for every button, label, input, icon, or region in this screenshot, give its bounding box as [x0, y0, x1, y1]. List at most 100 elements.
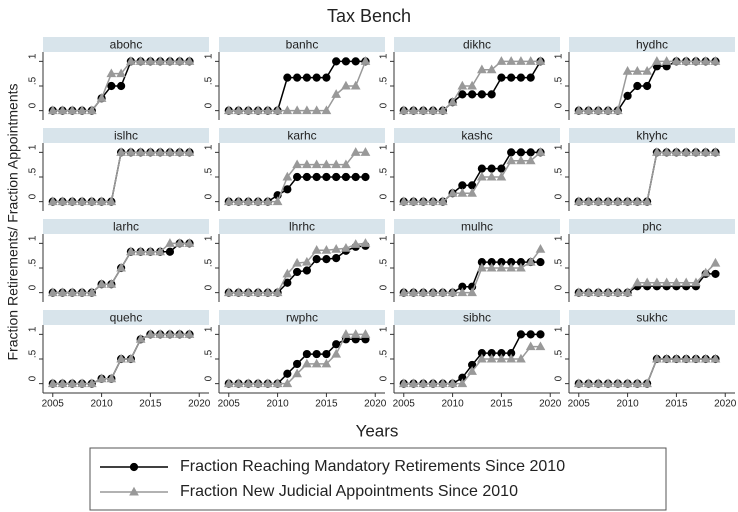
marker: [477, 171, 487, 181]
x-tick-label: 2010: [90, 399, 113, 410]
y-tick-label: .5: [379, 349, 390, 358]
marker: [418, 105, 429, 115]
marker: [525, 341, 536, 351]
marker: [165, 147, 175, 156]
marker: [184, 56, 195, 65]
marker: [506, 155, 517, 165]
marker: [525, 256, 536, 266]
panel-strip: [394, 37, 560, 52]
marker: [583, 378, 594, 388]
marker: [223, 378, 234, 388]
marker: [302, 349, 311, 359]
marker: [350, 147, 361, 156]
marker: [612, 105, 623, 115]
y-tick-label: 1: [379, 235, 390, 241]
marker: [652, 56, 662, 65]
marker: [331, 89, 342, 98]
marker: [457, 287, 468, 297]
marker: [341, 159, 351, 169]
marker: [145, 246, 156, 256]
y-tick-label: 1: [379, 144, 390, 150]
y-tick-label: .5: [379, 167, 390, 176]
marker: [302, 159, 312, 169]
y-tick-label: 0: [28, 193, 39, 199]
y-tick-label: .5: [204, 258, 215, 267]
marker: [302, 266, 311, 275]
marker: [360, 329, 371, 338]
marker: [233, 378, 244, 388]
marker: [332, 340, 341, 349]
marker: [253, 287, 263, 297]
series-line: [52, 151, 190, 203]
marker: [710, 56, 721, 65]
marker: [57, 378, 68, 388]
marker: [47, 105, 58, 115]
marker: [710, 353, 721, 363]
marker: [293, 267, 302, 277]
marker: [593, 378, 604, 388]
x-tick-label: 2005: [393, 399, 416, 410]
y-tick-label: .5: [379, 258, 390, 267]
marker: [350, 80, 361, 90]
y-tick-label: .5: [379, 76, 390, 85]
x-tick-label: 2010: [266, 399, 289, 410]
y-tick-label: 0: [554, 193, 565, 199]
marker: [360, 238, 371, 247]
panel-title: dikhc: [463, 38, 491, 52]
marker: [67, 287, 78, 297]
chart-title: Tax Bench: [327, 6, 411, 26]
x-tick-label: 2005: [218, 399, 241, 410]
panel-title: khyhc: [636, 129, 667, 143]
marker: [292, 159, 302, 169]
marker: [681, 277, 692, 287]
legend-marker: [129, 462, 139, 472]
marker: [302, 172, 311, 182]
marker: [116, 353, 126, 363]
marker: [506, 56, 517, 65]
marker: [467, 188, 477, 197]
marker: [341, 80, 351, 90]
marker: [691, 277, 701, 287]
marker: [135, 56, 146, 65]
marker: [351, 57, 360, 66]
marker: [322, 255, 331, 264]
series-line: [578, 151, 716, 203]
panel-strip: [569, 310, 735, 325]
marker: [262, 287, 273, 297]
marker: [322, 172, 331, 182]
marker: [487, 164, 496, 173]
marker: [126, 353, 136, 363]
marker: [292, 257, 302, 267]
marker: [321, 159, 332, 169]
x-tick-label: 2015: [490, 399, 513, 410]
y-tick-label: .5: [28, 258, 39, 267]
panel-strip: [394, 310, 560, 325]
marker: [486, 353, 497, 363]
marker: [292, 368, 302, 378]
marker: [135, 147, 146, 156]
marker: [262, 378, 273, 388]
marker: [652, 147, 662, 156]
marker: [661, 147, 672, 156]
panel-title: karhc: [287, 129, 316, 143]
marker: [96, 373, 107, 383]
marker: [293, 172, 302, 182]
marker: [603, 378, 613, 388]
panel-strip: [394, 219, 560, 234]
y-tick-label: 0: [379, 375, 390, 381]
marker: [174, 329, 185, 338]
marker: [700, 56, 711, 65]
legend-label: Fraction Reaching Mandatory Retirements …: [180, 458, 565, 475]
marker: [622, 65, 633, 75]
y-tick-label: 1: [554, 326, 565, 332]
marker: [497, 73, 506, 82]
marker: [642, 378, 652, 388]
marker: [496, 262, 507, 272]
marker: [155, 246, 166, 256]
y-tick-label: .5: [204, 76, 215, 85]
marker: [681, 353, 692, 363]
marker: [535, 56, 546, 65]
marker: [332, 254, 341, 263]
marker: [96, 93, 107, 102]
marker: [671, 353, 682, 363]
